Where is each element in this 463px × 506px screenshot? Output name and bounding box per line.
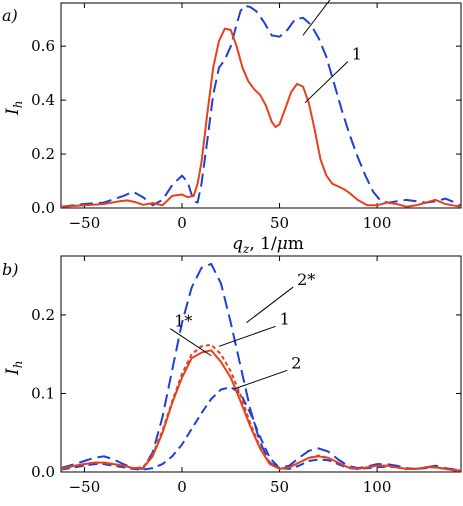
panel-b-ytick-label: 0.1 <box>31 384 55 402</box>
panel-a-ytick-label: 0.0 <box>31 199 55 217</box>
panel-b-annotation-label: 2* <box>297 270 315 289</box>
panel-b-series-1 <box>61 349 461 472</box>
panel-b: b) Ih −50 0 50 100 0.0 0.1 0.2 2* 1 1* 2 <box>2 255 462 496</box>
panel-a-frame <box>60 2 462 209</box>
panel-b-series-1star <box>61 343 461 472</box>
panel-a-series-2 <box>61 4 461 208</box>
panel-b-letter: b) <box>2 260 18 279</box>
panel-b-series-2 <box>61 386 461 472</box>
panel-b-annotation-leader <box>169 328 212 357</box>
panel-a-ylabel: Ih <box>3 101 25 116</box>
panel-b-annotation-label: 1 <box>280 309 290 328</box>
panel-a-series-1 <box>61 27 461 208</box>
panel-b-annotation-label: 1* <box>174 312 192 331</box>
panel-b-ytick-label: 0.2 <box>31 306 55 324</box>
panel-a-annotation-leader <box>302 0 331 36</box>
panel-a-annotation-label: 1 <box>352 45 362 64</box>
panel-b-xtick-label: 50 <box>270 478 289 496</box>
panel-b-frame <box>60 255 462 473</box>
panel-a-letter: a) <box>2 6 18 25</box>
panel-a-ytick-label: 0.4 <box>31 91 55 109</box>
panel-b-xtick-label: 0 <box>177 478 187 496</box>
panel-a-annotation-leader <box>304 61 349 104</box>
panel-a-xtick-label: 100 <box>363 214 392 232</box>
panel-b-annotation-leader <box>218 325 276 347</box>
panel-b-ytick-label: 0.0 <box>31 463 55 481</box>
panel-b-annotation-label: 2 <box>291 353 301 372</box>
panel-a-ytick-label: 0.2 <box>31 145 55 163</box>
panel-a-ytick-label: 0.6 <box>31 37 55 55</box>
panel-b-xtick-label: 100 <box>363 478 392 496</box>
panel-a-xtick-label: 50 <box>270 214 289 232</box>
panel-b-xtick-label: −50 <box>69 478 101 496</box>
panel-a-xtick-label: −50 <box>69 214 101 232</box>
panel-a-xtick-label: 0 <box>177 214 187 232</box>
panel-b-ylabel: Ih <box>3 361 25 376</box>
panel-a-xlabel: qz, 1/μm <box>232 234 304 256</box>
panel-b-annotation-leader <box>234 369 288 390</box>
panel-b-series-2star <box>61 262 461 472</box>
panel-b-annotation-leader <box>246 286 294 324</box>
